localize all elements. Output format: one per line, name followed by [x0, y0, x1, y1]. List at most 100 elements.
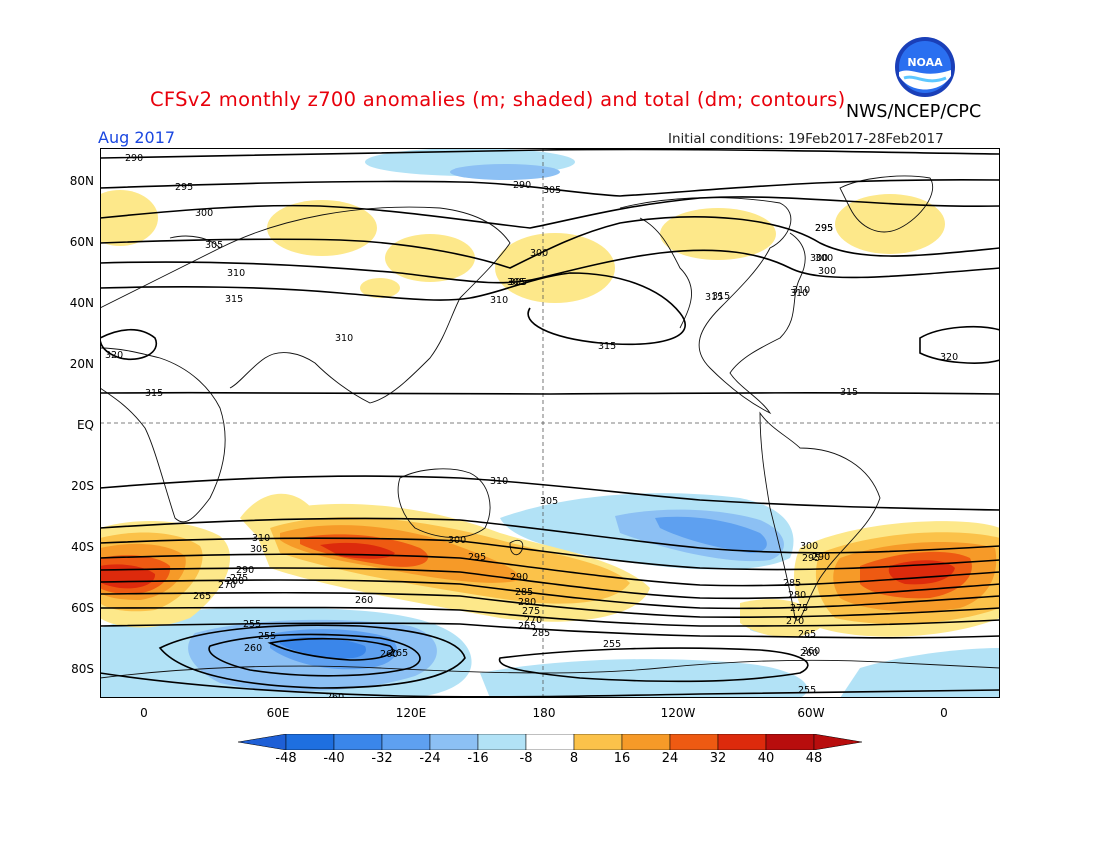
contour-label: 290: [236, 565, 254, 576]
contour-label: 280: [788, 590, 806, 601]
contour-label: 265: [518, 621, 536, 632]
colorbar-cell: [381, 734, 431, 750]
contour-label: 290: [812, 552, 830, 563]
colorbar-cell: [621, 734, 671, 750]
contour-label: 260: [380, 649, 398, 660]
lat-label: 40S: [71, 540, 94, 554]
lon-label: 120E: [395, 706, 427, 720]
colorbar-tick-label: -48: [275, 751, 297, 766]
contour-label: 320: [105, 350, 123, 361]
figure-title: CFSv2 monthly z700 anomalies (m; shaded)…: [150, 88, 846, 111]
contour-label: 275: [230, 573, 248, 584]
contour-label: 275: [790, 603, 808, 614]
contour-label: 295: [175, 182, 193, 193]
colorbar-over-triangle: [813, 734, 862, 750]
contour-label: 300: [195, 208, 213, 219]
contour-label: 305: [543, 185, 561, 196]
anomaly-negative-arctic: [365, 148, 575, 180]
colorbar-tick-label: -32: [371, 751, 393, 766]
colorbar-cell: [669, 734, 719, 750]
contour-label: 310: [227, 268, 245, 279]
colorbar-tick-label: -40: [323, 751, 345, 766]
height-contours: [100, 148, 1000, 698]
contour-label: 255: [243, 619, 261, 630]
lat-label: 80S: [71, 662, 94, 676]
contour-label: 300: [530, 248, 548, 259]
contour-label: 280: [226, 576, 244, 587]
contour-label: 315: [145, 388, 163, 399]
contour-label: 265: [798, 629, 816, 640]
map-panel: 290 290 295 295 300 300 305 305 310 310 …: [100, 148, 1000, 698]
colorbar-under-triangle: [238, 734, 287, 750]
contour-label: 260: [802, 646, 820, 657]
contour-label: 270: [524, 615, 542, 626]
contour-label: 305: [509, 277, 527, 288]
contour-label: 310: [252, 533, 270, 544]
lon-label: 120W: [660, 706, 696, 720]
contour-label: 260: [326, 692, 344, 698]
contour-label: 290: [510, 572, 528, 583]
contour-label: 255: [603, 639, 621, 650]
contour-label: 320: [940, 352, 958, 363]
colorbar-tick-label: 32: [709, 751, 727, 766]
colorbar-cell: [477, 734, 527, 750]
lon-label: 60E: [266, 706, 290, 720]
colorbar-cell: [285, 734, 335, 750]
color-scale-bar: [238, 734, 862, 750]
contour-label: 300: [800, 541, 818, 552]
colorbar-tick-label: 24: [661, 751, 679, 766]
colorbar-tick-label: -8: [519, 751, 533, 766]
colorbar-cell: [429, 734, 479, 750]
lon-label: 60W: [797, 706, 825, 720]
contour-label: 295: [468, 552, 486, 563]
lon-label: 0: [940, 706, 948, 720]
lat-label: 40N: [69, 296, 94, 310]
colorbar-cell: [573, 734, 623, 750]
contour-label: 310: [490, 476, 508, 487]
contour-label: 315: [712, 291, 730, 302]
contour-label: 300: [818, 266, 836, 277]
contour-label: 310: [490, 295, 508, 306]
contour-label: 300: [810, 253, 828, 264]
anomaly-negative-south-pacific: [500, 493, 794, 570]
contour-label: 275: [522, 606, 540, 617]
agency-label: NWS/NCEP/CPC: [846, 102, 982, 122]
contour-label: 315: [225, 294, 243, 305]
colorbar-tick-label: -16: [467, 751, 489, 766]
contour-labels: 290 290 295 295 300 300 305 305 310 310 …: [105, 153, 958, 698]
contour-label: 315: [598, 341, 616, 352]
contour-label: 255: [798, 685, 816, 696]
contour-label: 310: [790, 288, 808, 299]
initial-conditions-label: Initial conditions: 19Feb2017-28Feb2017: [668, 131, 944, 147]
contour-label: 290: [513, 180, 531, 191]
contour-label: 315: [840, 387, 858, 398]
contour-label: 280: [518, 597, 536, 608]
contour-label: 310: [792, 285, 810, 296]
contour-label: 260: [244, 643, 262, 654]
colorbar-cell: [765, 734, 815, 750]
lon-label: 180: [532, 706, 556, 720]
contour-label: 305: [507, 277, 525, 288]
contour-label: 305: [540, 496, 558, 507]
contour-label: 305: [205, 240, 223, 251]
contour-label: 255: [258, 631, 276, 642]
contour-label: 310: [335, 333, 353, 344]
noaa-logo: NOAA: [895, 37, 955, 97]
contour-label: 295: [815, 223, 833, 234]
colorbar-cell: [333, 734, 383, 750]
contour-label: 315: [705, 292, 723, 303]
contour-label: 270: [218, 580, 236, 591]
svg-text:NOAA: NOAA: [907, 56, 943, 69]
colorbar-tick-label: 16: [613, 751, 631, 766]
contour-label: 290: [125, 153, 143, 164]
lat-label: 80N: [69, 174, 94, 188]
contour-label: 260: [355, 595, 373, 606]
coastlines: [100, 175, 1000, 679]
lat-label: 60S: [71, 601, 94, 615]
contour-label: 285: [783, 578, 801, 589]
colorbar-tick-label: 48: [805, 751, 823, 766]
contour-label: 265: [193, 591, 211, 602]
colorbar-tick-label: -24: [419, 751, 441, 766]
colorbar-cell: [525, 734, 575, 750]
lat-label: 20S: [71, 479, 94, 493]
